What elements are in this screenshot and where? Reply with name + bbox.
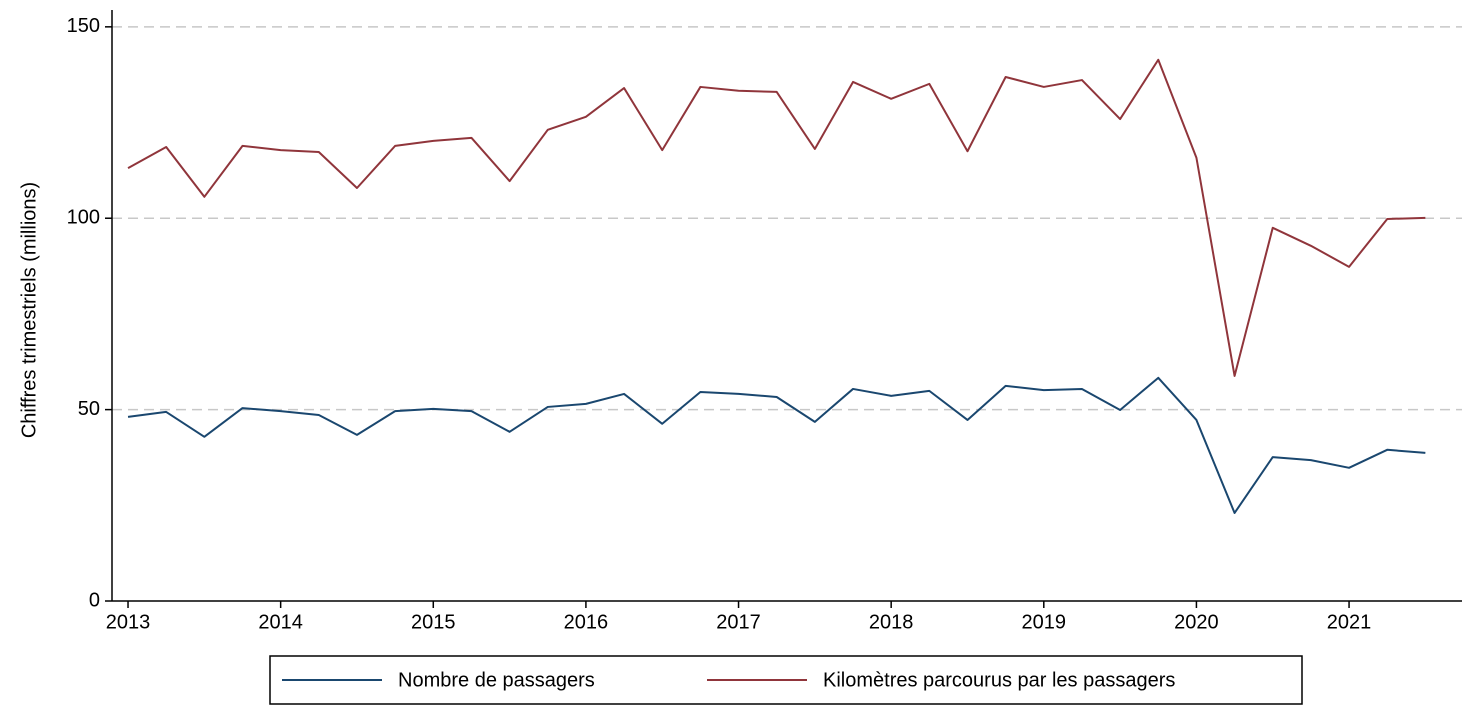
y-tick-label: 150 xyxy=(67,15,100,37)
x-tick-label: 2016 xyxy=(564,611,609,633)
y-tick-label: 100 xyxy=(67,207,100,229)
x-tick-label: 2014 xyxy=(258,611,303,633)
x-tick-label: 2013 xyxy=(106,611,151,633)
series-line xyxy=(127,376,1426,514)
x-tick-label: 2021 xyxy=(1327,611,1372,633)
y-tick-label: 50 xyxy=(78,398,100,420)
y-axis-label: Chiffres trimestriels (millions) xyxy=(18,182,40,438)
series-line xyxy=(127,58,1426,377)
legend-label: Kilomètres parcourus par les passagers xyxy=(823,669,1175,691)
x-tick-label: 2018 xyxy=(869,611,914,633)
legend-label: Nombre de passagers xyxy=(398,669,595,691)
x-tick-label: 2017 xyxy=(716,611,761,633)
y-tick-label: 0 xyxy=(89,589,100,611)
x-tick-label: 2015 xyxy=(411,611,456,633)
x-tick-label: 2020 xyxy=(1174,611,1219,633)
x-tick-label: 2019 xyxy=(1022,611,1067,633)
